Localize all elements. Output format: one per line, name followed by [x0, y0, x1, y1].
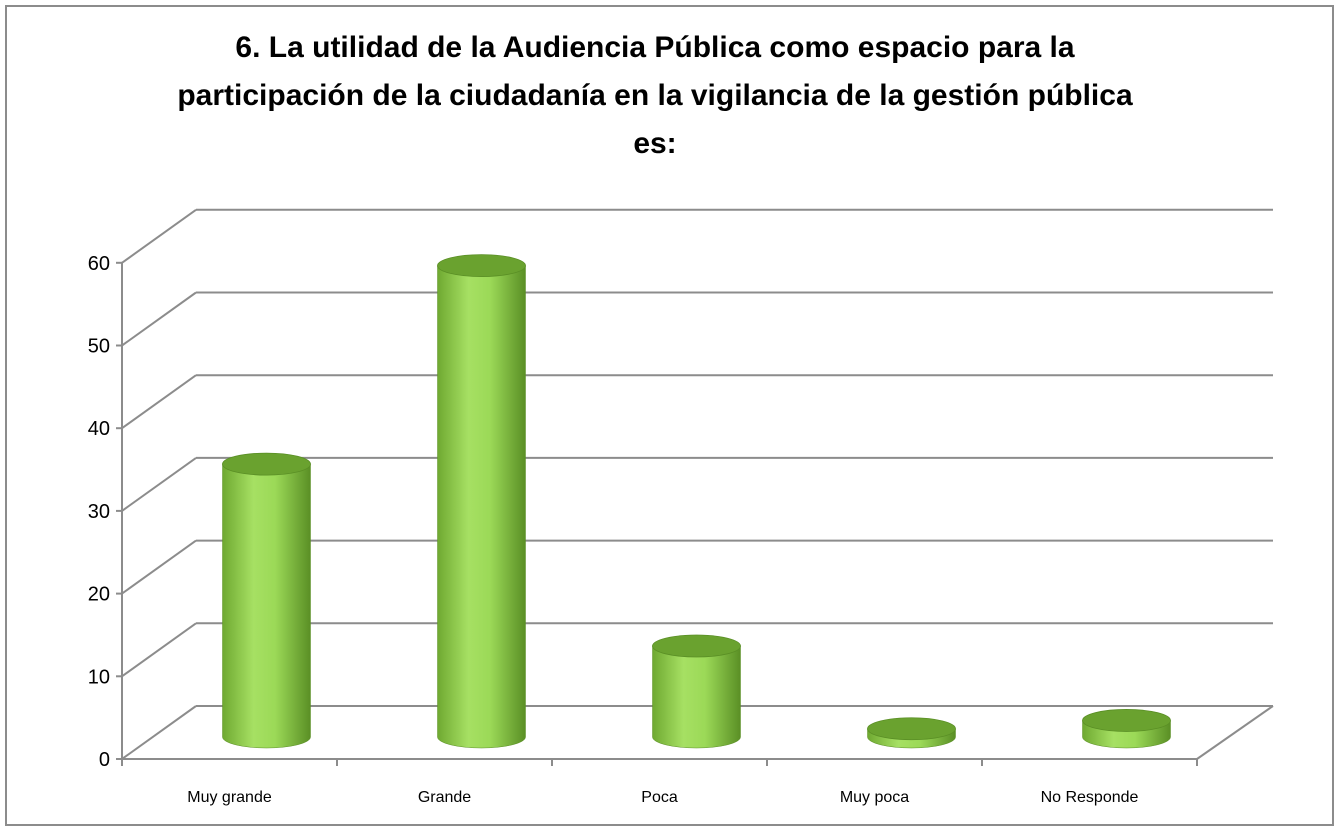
x-tick-label: Poca: [641, 789, 678, 806]
y-tick-label: 30: [88, 501, 110, 523]
gridline-side: [121, 622, 197, 678]
y-tick-label: 40: [88, 418, 110, 440]
bar-muy-grande: [222, 463, 311, 749]
bar-top-muy-poca: [867, 717, 956, 741]
bar-grande: [437, 265, 526, 749]
chart: 6. La utilidad de la Audiencia Pública c…: [88, 31, 1274, 806]
tick-labels: 0 10 20 30 40 50 60 Muy grande Grande Poca Muy poc…: [88, 253, 1139, 806]
y-tick-label: 60: [88, 253, 110, 275]
y-tick-label: 20: [88, 584, 110, 606]
x-tick-label: Muy poca: [840, 789, 909, 806]
y-tick-label: 10: [88, 666, 110, 688]
grid: [121, 208, 1273, 760]
y-tick-label: 0: [99, 749, 110, 771]
gridline-side: [121, 291, 197, 347]
gridline-side: [121, 208, 197, 264]
x-tick-label: Grande: [418, 789, 471, 806]
x-tick-label: No Responde: [1041, 789, 1139, 806]
gridline-side: [121, 705, 197, 760]
bar-top-muy-grande: [222, 452, 311, 476]
bar-poca: [652, 645, 741, 749]
chart-title-line-3: es:: [633, 127, 676, 160]
y-tick-label: 50: [88, 336, 110, 358]
x-tick-label: Muy grande: [187, 789, 272, 806]
bar-top-grande: [437, 254, 526, 278]
gridline-side: [121, 457, 197, 512]
axes: [116, 261, 1274, 766]
bars: [222, 254, 1171, 749]
chart-title-line-1: 6. La utilidad de la Audiencia Pública c…: [235, 31, 1074, 64]
chart-frame: 6. La utilidad de la Audiencia Pública c…: [5, 5, 1334, 826]
bar-top-poca: [652, 634, 741, 658]
chart-title-line-2: participación de la ciudadanía en la vig…: [177, 79, 1133, 112]
gridline-side: [121, 374, 197, 430]
gridline-side: [121, 539, 197, 595]
floor-right-edge: [1196, 705, 1274, 760]
bar-top-no-responde: [1082, 709, 1171, 732]
